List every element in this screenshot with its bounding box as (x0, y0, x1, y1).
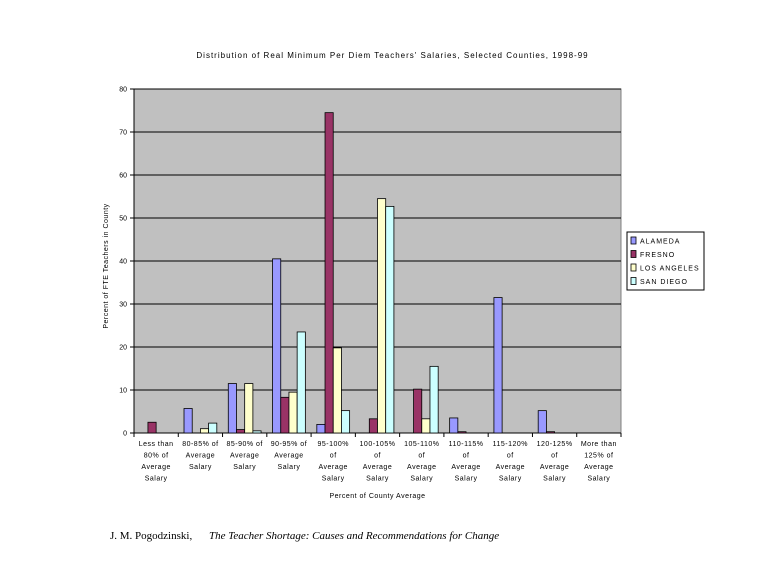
bar-los-angeles (421, 418, 431, 434)
bar-alameda (272, 258, 282, 434)
y-tick-label: 80 (119, 87, 127, 94)
legend-label: ALAMEDA (640, 239, 680, 246)
bar-alameda (183, 408, 193, 434)
legend-box (626, 231, 705, 291)
citation-book-title: The Teacher Shortage: Causes and Recomme… (208, 530, 500, 542)
x-tick-label: Average (407, 464, 436, 471)
x-tick-label: Average (141, 464, 170, 471)
bar-fresno (368, 418, 378, 434)
bar-fresno (413, 388, 423, 434)
x-tick-label: 120-125% (537, 441, 573, 448)
bar-alameda (493, 297, 503, 434)
bar-fresno (457, 431, 467, 434)
bar-los-angeles (244, 383, 254, 434)
bar-los-angeles (200, 428, 210, 434)
x-tick-label: Salary (278, 464, 301, 471)
bar-fresno (324, 112, 334, 434)
y-tick-label: 0 (123, 431, 127, 438)
legend-swatch (630, 277, 637, 285)
x-tick-label: 125% of (584, 453, 613, 460)
x-tick-label: of (507, 453, 514, 460)
x-tick-label: Less than (139, 441, 174, 448)
x-tick-label: Salary (233, 464, 256, 471)
bar-san-diego (296, 331, 306, 434)
legend-label: SAN DIEGO (640, 279, 688, 286)
bar-san-diego (385, 205, 395, 434)
bar-san-diego (208, 422, 218, 434)
bar-alameda (227, 383, 237, 434)
bar-alameda (537, 410, 547, 434)
y-tick-label: 70 (119, 130, 127, 137)
x-tick-label: Average (496, 464, 525, 471)
x-tick-label: of (330, 453, 337, 460)
y-tick-label: 40 (119, 259, 127, 266)
bar-los-angeles (332, 347, 342, 434)
chart-title: Distribution of Real Minimum Per Diem Te… (196, 51, 588, 60)
x-tick-label: 100-105% (360, 441, 396, 448)
x-tick-label: Salary (587, 476, 610, 483)
x-tick-label: Salary (455, 476, 478, 483)
bar-fresno (280, 396, 290, 434)
legend-label: LOS ANGELES (640, 266, 700, 273)
x-tick-label: Salary (366, 476, 389, 483)
x-tick-label: Salary (145, 476, 168, 483)
x-tick-label: Salary (499, 476, 522, 483)
y-tick-label: 10 (119, 388, 127, 395)
bar-alameda (316, 423, 326, 434)
legend-label: FRESNO (640, 252, 675, 259)
y-tick-label: 30 (119, 302, 127, 309)
x-tick-label: of (374, 453, 381, 460)
x-tick-label: 110-115% (449, 441, 484, 448)
legend-swatch (630, 236, 637, 245)
bar-san-diego (341, 410, 351, 434)
x-tick-label: of (418, 453, 425, 460)
x-tick-label: Salary (322, 476, 345, 483)
x-tick-label: 80-85% of (182, 441, 218, 448)
y-tick-label: 50 (119, 216, 127, 223)
x-tick-label: Average (584, 464, 613, 471)
x-tick-label: More than (581, 441, 617, 448)
x-tick-label: 90-95% of (271, 441, 307, 448)
x-tick-label: 80% of (144, 453, 169, 460)
x-tick-label: 85-90% of (226, 441, 262, 448)
x-tick-label: Salary (543, 476, 566, 483)
bar-san-diego (252, 430, 262, 434)
citation-author: J. M. Pogodzinski, (110, 530, 193, 542)
bar-fresno (147, 421, 157, 434)
x-tick-label: Average (319, 464, 348, 471)
x-tick-label: Average (186, 453, 215, 460)
x-tick-label: Salary (410, 476, 433, 483)
x-tick-label: Salary (189, 464, 212, 471)
bar-fresno (236, 429, 246, 434)
x-tick-label: Average (540, 464, 569, 471)
x-tick-label: 95-100% (317, 441, 349, 448)
x-tick-label: Average (230, 453, 259, 460)
legend-swatch (630, 250, 637, 258)
x-tick-label: of (551, 453, 558, 460)
x-tick-label: Average (451, 464, 480, 471)
bar-los-angeles (377, 198, 387, 434)
x-tick-label: of (463, 453, 470, 460)
bar-alameda (449, 417, 459, 434)
x-tick-label: 115-120% (493, 441, 528, 448)
x-tick-label: Average (363, 464, 392, 471)
x-tick-label: Average (274, 453, 303, 460)
y-tick-label: 60 (119, 173, 127, 180)
source-citation: J. M. Pogodzinski, The Teacher Shortage:… (110, 530, 499, 542)
x-axis-label: Percent of County Average (329, 493, 425, 500)
x-tick-label: 105-110% (404, 441, 439, 448)
bar-fresno (545, 431, 555, 434)
bar-los-angeles (288, 391, 298, 434)
y-tick-label: 20 (119, 345, 127, 352)
bar-san-diego (429, 365, 439, 434)
legend-swatch (630, 263, 637, 272)
y-axis-label: Percent of FTE Teachers in County (103, 203, 110, 328)
